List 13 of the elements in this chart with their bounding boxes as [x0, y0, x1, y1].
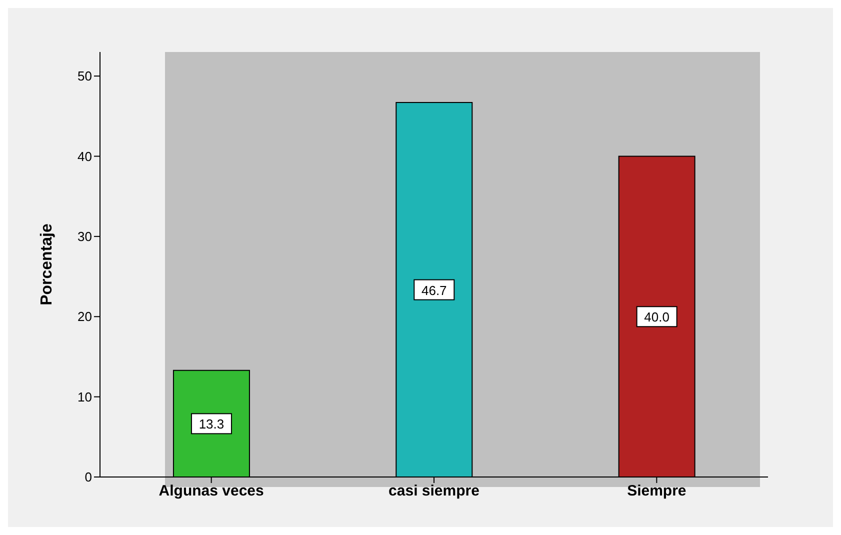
data-label: 46.7: [421, 282, 447, 298]
y-axis-title: Porcentaje: [38, 223, 56, 306]
data-label: 40.0: [644, 310, 670, 325]
x-tick-label: casi siempre: [388, 482, 480, 500]
x-tick-label: Algunas veces: [158, 482, 264, 500]
y-tick-label: 50: [78, 68, 92, 84]
y-tick-label: 40: [78, 148, 92, 164]
y-tick-label: 0: [84, 470, 92, 485]
y-tick-label: 30: [78, 229, 92, 244]
y-tick-label: 20: [78, 309, 92, 324]
y-tick-label: 10: [78, 389, 92, 404]
x-tick-label: Siempre: [627, 482, 686, 500]
data-label: 13.3: [198, 416, 224, 432]
